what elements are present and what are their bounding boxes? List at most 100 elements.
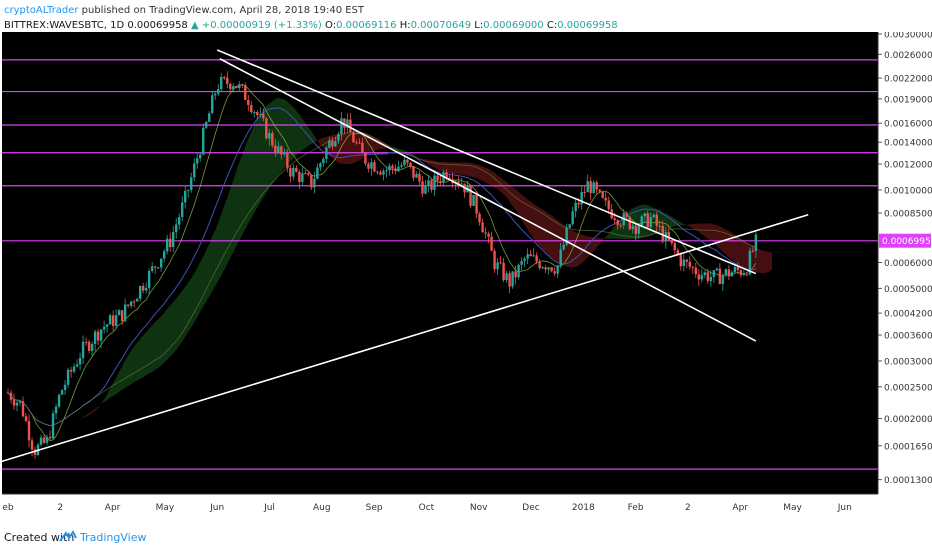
cloud-segment xyxy=(489,169,493,187)
cloud-segment xyxy=(291,105,295,161)
cloud-segment xyxy=(690,223,694,229)
candle-body xyxy=(472,194,475,206)
cloud-segment xyxy=(522,195,526,227)
cloud-segment xyxy=(492,171,496,189)
cloud-segment xyxy=(534,204,538,244)
last-price: 0.00069958 xyxy=(127,20,188,31)
x-tick-label: Sep xyxy=(366,503,383,513)
candle-body xyxy=(544,267,547,270)
author-link[interactable]: cryptoALTrader xyxy=(4,5,79,16)
candle-body xyxy=(487,233,490,237)
candle-body xyxy=(102,326,106,330)
candle-body xyxy=(403,159,406,166)
candle-body xyxy=(502,262,505,281)
cloud-segment xyxy=(204,248,208,306)
candle-body xyxy=(685,259,689,262)
cloud-segment xyxy=(552,216,556,261)
candle-body xyxy=(18,401,22,403)
candle-body xyxy=(697,274,701,280)
candle-body xyxy=(328,140,331,148)
candle-body xyxy=(691,266,695,268)
candle-body xyxy=(397,166,400,172)
candle-body xyxy=(637,226,640,234)
candle-body xyxy=(162,251,166,259)
candle-body xyxy=(430,180,433,190)
candle-body xyxy=(244,85,247,100)
created-with-text: Created with xyxy=(4,531,75,544)
cloud-segment xyxy=(597,238,601,247)
trendline xyxy=(0,213,809,463)
candle-body xyxy=(253,111,256,113)
candle-body xyxy=(229,83,232,90)
cloud-segment xyxy=(213,227,217,290)
cloud-segment xyxy=(108,386,112,400)
candle-body xyxy=(568,224,571,228)
cloud-segment xyxy=(609,228,613,239)
cloud-segment xyxy=(234,168,238,251)
candle-body xyxy=(508,273,511,287)
candle-body xyxy=(373,162,376,172)
cloud-segment xyxy=(228,186,232,263)
candle-body xyxy=(616,220,619,226)
moving-averages xyxy=(7,84,757,442)
last-price-label: 0.00069958 xyxy=(882,237,932,247)
candle-body xyxy=(202,127,205,155)
candle-body xyxy=(619,225,622,227)
candle-body xyxy=(448,178,451,180)
symbol-label: BITTREX:WAVESBTC, 1D xyxy=(4,20,125,31)
candle-body xyxy=(592,182,595,194)
candle-body xyxy=(190,177,193,190)
cloud-segment xyxy=(132,345,136,384)
candle-body xyxy=(481,222,484,233)
cloud-segment xyxy=(513,188,517,212)
candle-body xyxy=(355,142,358,144)
candle-body xyxy=(313,178,316,188)
cloud-segment xyxy=(429,159,433,167)
candle-body xyxy=(265,118,268,139)
tradingview-brand[interactable]: TradingView xyxy=(80,531,147,544)
cloud-segment xyxy=(123,358,127,390)
candle-body xyxy=(562,244,565,250)
trendlines xyxy=(0,49,809,463)
candle-body xyxy=(601,191,604,198)
candle-body xyxy=(42,437,46,443)
candle-body xyxy=(178,216,181,225)
candle-body xyxy=(517,264,520,278)
cloud-segment xyxy=(156,318,160,370)
cloud-segment xyxy=(717,225,721,250)
cloud-segment xyxy=(498,176,502,193)
candle-body xyxy=(631,225,634,230)
high-value: 0.00070649 xyxy=(410,20,472,31)
candle-body xyxy=(259,113,262,115)
candle-body xyxy=(469,185,472,206)
cloud-segment xyxy=(447,162,451,174)
candle-body xyxy=(535,255,538,262)
candle-body xyxy=(15,402,19,406)
candle-body xyxy=(532,255,535,257)
cloud-segment xyxy=(549,214,553,259)
cloud-segment xyxy=(81,416,85,419)
cloud-segment xyxy=(315,137,319,142)
candle-body xyxy=(220,76,223,90)
candle-body xyxy=(736,266,740,271)
cloud-segment xyxy=(699,223,703,236)
candle-body xyxy=(742,274,746,276)
candle-body xyxy=(226,77,229,84)
cloud-segment xyxy=(441,161,445,173)
candle-body xyxy=(114,315,118,326)
cloud-segment xyxy=(96,405,100,411)
candle-body xyxy=(48,437,52,439)
candle-body xyxy=(652,214,655,218)
candle-body xyxy=(84,341,88,343)
last-price-tag xyxy=(879,233,931,248)
candle-body xyxy=(250,105,253,113)
cloud-segment xyxy=(258,112,262,206)
candle-body xyxy=(165,238,169,252)
candle-body xyxy=(640,216,643,227)
candle-body xyxy=(370,162,373,169)
x-tick-label: Apr xyxy=(105,503,121,513)
candle-body xyxy=(325,147,328,159)
